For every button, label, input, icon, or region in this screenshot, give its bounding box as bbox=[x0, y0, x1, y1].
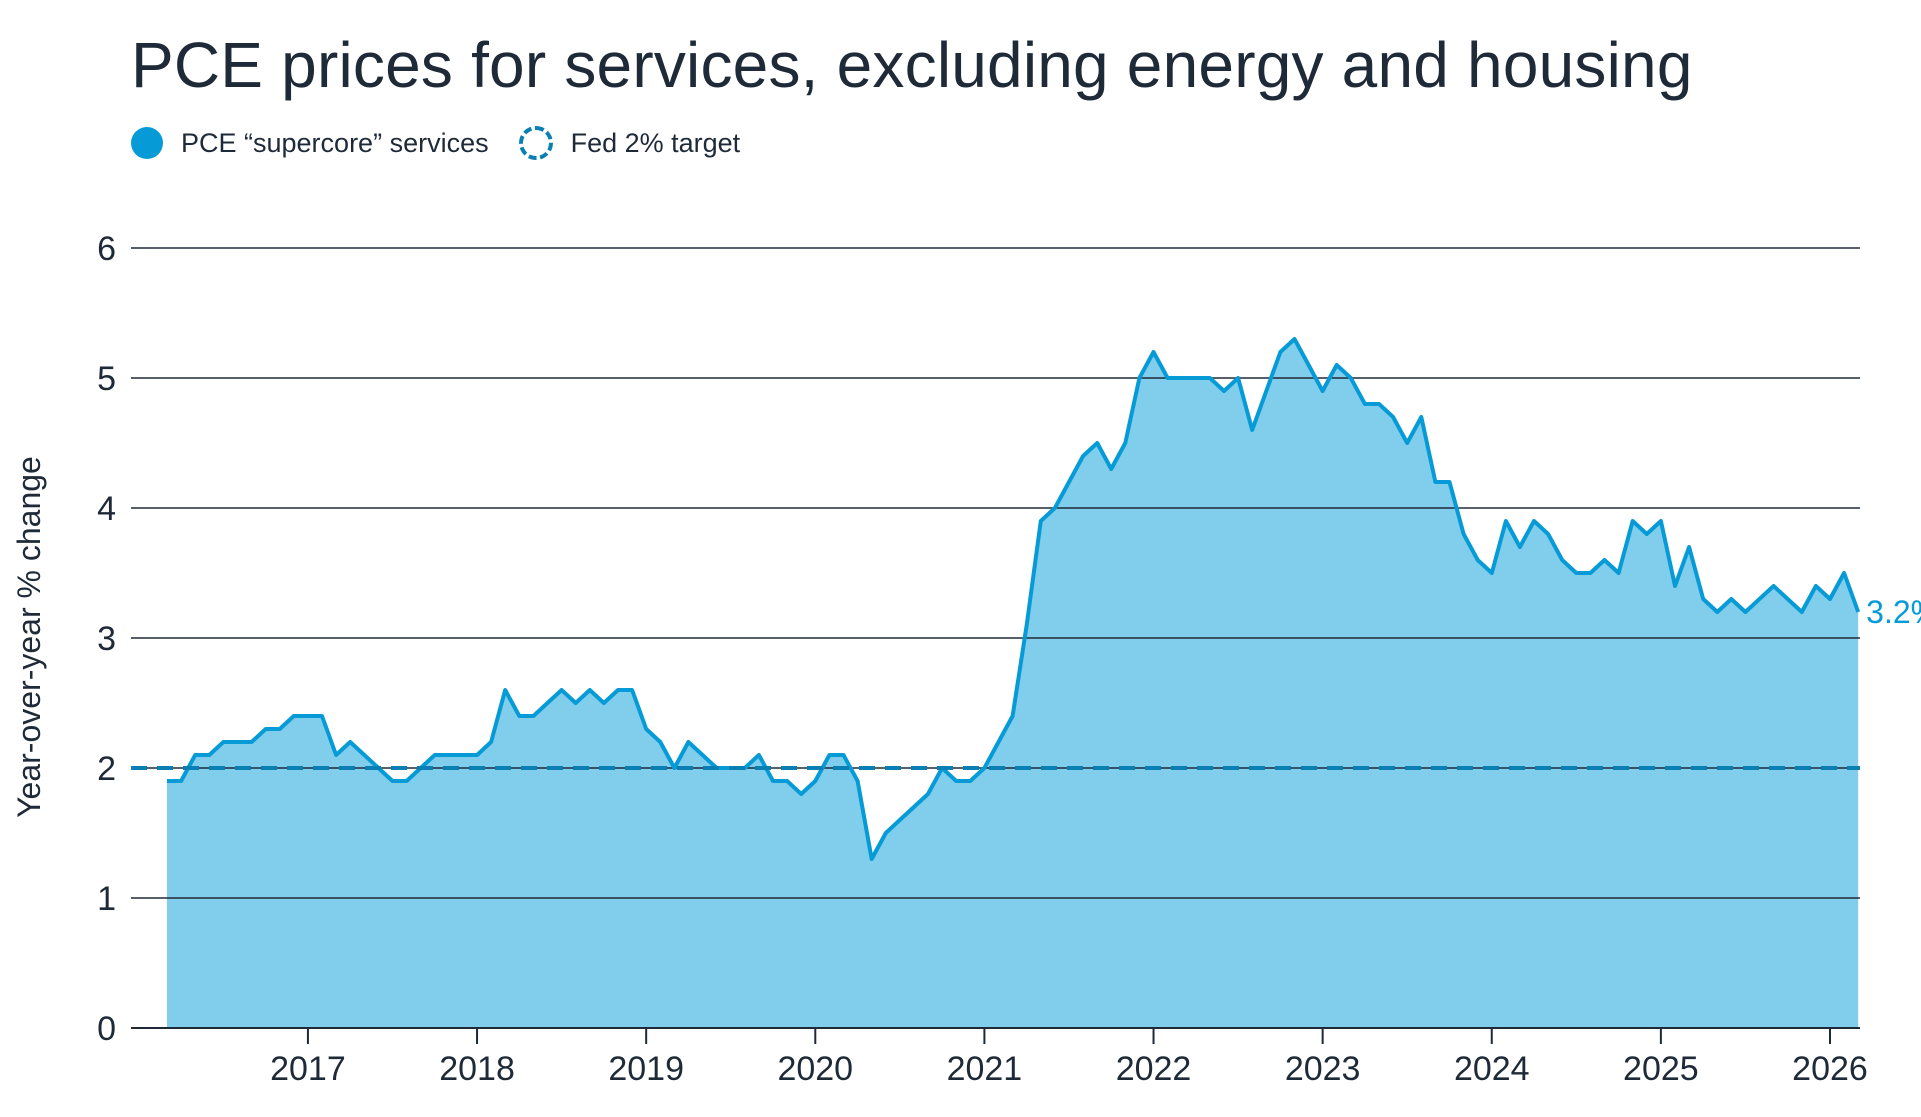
x-tick-label-2026: 2026 bbox=[1792, 1050, 1868, 1088]
x-tick-label-2024: 2024 bbox=[1454, 1050, 1530, 1088]
legend-swatch-dashed bbox=[518, 126, 553, 160]
legend-item-target: Fed 2% target bbox=[518, 126, 741, 160]
series-line bbox=[167, 337, 1861, 861]
y-axis-label: Year-over-year % change bbox=[11, 456, 47, 818]
x-tick-label-2021: 2021 bbox=[947, 1050, 1023, 1088]
chart-legend: PCE “supercore” services Fed 2% target bbox=[131, 126, 770, 160]
x-tick-label-2017: 2017 bbox=[270, 1050, 346, 1088]
y-tick-label-5: 5 bbox=[97, 360, 116, 398]
legend-swatch-solid bbox=[131, 127, 163, 159]
end-value-label: 3.2% bbox=[1866, 594, 1921, 630]
series-area bbox=[167, 339, 1859, 1028]
y-tick-label-1: 1 bbox=[97, 880, 116, 918]
y-tick-label-0: 0 bbox=[97, 1010, 116, 1048]
chart-title: PCE prices for services, excluding energ… bbox=[131, 29, 1693, 101]
legend-item-supercore: PCE “supercore” services bbox=[131, 127, 489, 159]
legend-label-supercore: PCE “supercore” services bbox=[181, 127, 489, 158]
x-tick-label-2023: 2023 bbox=[1285, 1050, 1361, 1088]
y-tick-label-4: 4 bbox=[97, 490, 116, 528]
y-tick-label-6: 6 bbox=[97, 230, 116, 268]
x-tick-label-2022: 2022 bbox=[1116, 1050, 1192, 1088]
legend-label-target: Fed 2% target bbox=[570, 127, 741, 158]
y-tick-label-3: 3 bbox=[97, 620, 116, 658]
x-tick-label-2019: 2019 bbox=[608, 1050, 684, 1088]
y-tick-label-2: 2 bbox=[97, 750, 116, 788]
x-tick-label-2018: 2018 bbox=[439, 1050, 515, 1088]
x-tick-label-2020: 2020 bbox=[777, 1050, 853, 1088]
x-tick-label-2025: 2025 bbox=[1623, 1050, 1699, 1088]
